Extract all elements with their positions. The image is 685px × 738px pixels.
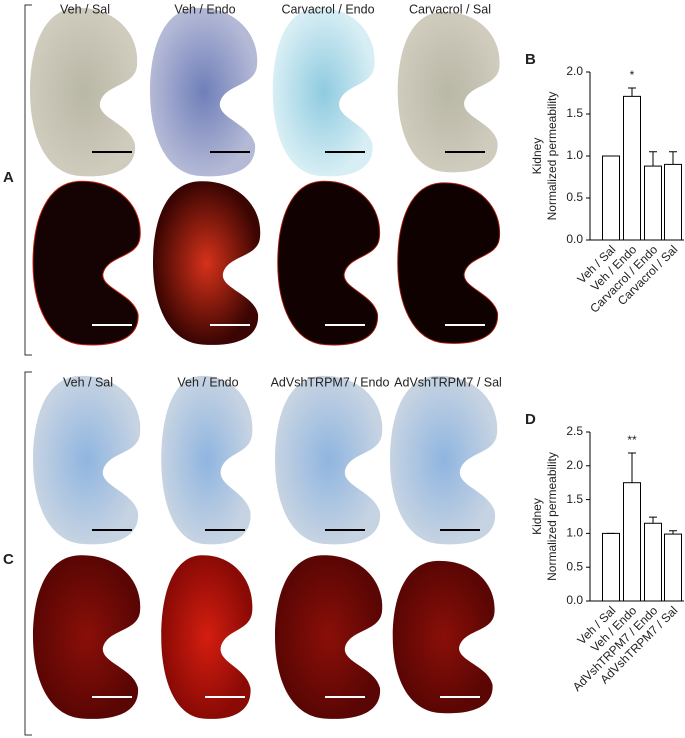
y-tick-label: 1.0 bbox=[566, 148, 583, 162]
column-label: Carvacrol / Sal bbox=[409, 2, 491, 16]
kidney-image bbox=[275, 555, 383, 719]
kidney-image bbox=[161, 555, 253, 719]
y-tick-label: 2.0 bbox=[566, 64, 583, 78]
panel-label: B bbox=[525, 51, 536, 68]
error-bar bbox=[669, 151, 677, 165]
y-axis-label: Kidney bbox=[530, 498, 544, 535]
bar bbox=[664, 163, 682, 241]
kidney-image bbox=[153, 181, 261, 345]
y-tick-label: 0.0 bbox=[566, 593, 583, 607]
annotation: * bbox=[630, 68, 635, 82]
kidney-image bbox=[390, 375, 498, 545]
y-tick-label: 1.0 bbox=[566, 526, 583, 540]
kidney-image bbox=[275, 375, 383, 545]
annotation: ** bbox=[627, 433, 637, 447]
y-axis-label: Normalized permeability bbox=[545, 92, 559, 221]
column-label: Veh / Endo bbox=[177, 375, 238, 389]
y-tick-label: 0.0 bbox=[566, 232, 583, 246]
error-bar bbox=[628, 452, 636, 483]
y-tick-label: 2.0 bbox=[566, 458, 583, 472]
y-tick-label: 1.5 bbox=[566, 492, 583, 506]
column-label: Carvacrol / Endo bbox=[281, 2, 374, 16]
error-bar bbox=[649, 151, 657, 167]
column-label: AdVshTRPM7 / Sal bbox=[394, 375, 502, 389]
kidney-image bbox=[33, 375, 141, 545]
bar bbox=[623, 95, 641, 241]
error-bar bbox=[649, 516, 657, 524]
bracket bbox=[24, 4, 32, 356]
scale-bars bbox=[92, 151, 485, 698]
bar bbox=[623, 482, 641, 602]
bar bbox=[664, 533, 682, 602]
kidney-image bbox=[397, 11, 500, 173]
y-tick-label: 0.5 bbox=[566, 559, 583, 573]
bar bbox=[602, 155, 620, 241]
bar bbox=[602, 532, 620, 602]
kidney-image bbox=[161, 375, 253, 545]
column-label: AdVshTRPM7 / Endo bbox=[271, 375, 390, 389]
column-label: Veh / Endo bbox=[174, 2, 235, 16]
bracket bbox=[24, 371, 32, 736]
y-tick-label: 2.5 bbox=[566, 424, 583, 438]
y-axis-label: Kidney bbox=[530, 138, 544, 175]
kidney-image bbox=[33, 555, 141, 719]
y-axis-label: Normalized permeability bbox=[545, 452, 559, 581]
bar bbox=[644, 522, 662, 602]
column-label: Veh / Sal bbox=[60, 2, 110, 16]
panel-label: A bbox=[3, 169, 14, 186]
y-tick-label: 1.5 bbox=[566, 106, 583, 120]
panel-label: C bbox=[3, 551, 14, 568]
column-label: Veh / Sal bbox=[63, 375, 113, 389]
kidney-image bbox=[32, 180, 141, 346]
error-bar bbox=[628, 87, 636, 97]
error-bar bbox=[669, 530, 677, 535]
y-tick-label: 0.5 bbox=[566, 190, 583, 204]
bar bbox=[644, 165, 662, 241]
kidney-images bbox=[30, 7, 501, 719]
kidney-image bbox=[277, 180, 381, 346]
kidney-image bbox=[397, 182, 501, 344]
panel-label: D bbox=[525, 411, 536, 428]
kidney-image bbox=[392, 560, 495, 714]
